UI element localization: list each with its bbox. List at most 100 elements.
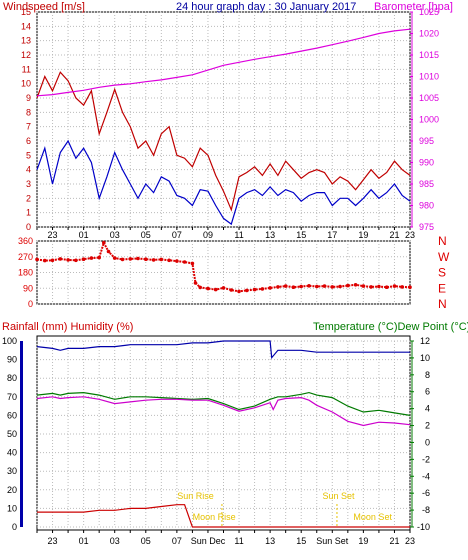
series-temperature — [36, 391, 411, 416]
x-tick-label: 03 — [110, 230, 120, 240]
x-tick-label: 23 — [48, 230, 58, 240]
y2-tick-label: -10 — [417, 522, 430, 532]
humidity-panel-grid — [36, 340, 411, 528]
y2-tick-label: 10 — [420, 353, 430, 363]
series-humidity — [36, 340, 410, 360]
series-gust — [36, 71, 411, 212]
wind-panel-series — [36, 28, 411, 226]
y2-tick-label: 4 — [425, 404, 430, 414]
y2-tick-label: 1005 — [419, 93, 439, 103]
annotation-label: Sun Rise — [177, 491, 214, 501]
y2-tick-label: 975 — [419, 222, 434, 232]
y2-tick-label: -4 — [422, 471, 430, 481]
y2-tick-label: -6 — [422, 488, 430, 498]
y-tick-label: 40 — [7, 448, 17, 458]
y-tick-label: 14 — [21, 21, 31, 31]
y-tick-label: 8 — [26, 107, 31, 117]
y-tick-label: 13 — [21, 36, 31, 46]
x-tick-label: 23 — [48, 536, 58, 546]
y2-tick-label: 12 — [420, 336, 430, 346]
x-tick-label: 05 — [141, 230, 151, 240]
x-tick-label: 21 — [389, 230, 399, 240]
x-tick-label: 13 — [265, 230, 275, 240]
rainfall-humidity-label: Rainfall (mm) Humidity (%) — [2, 321, 133, 333]
x-tick-label: 01 — [79, 536, 89, 546]
barometer-label: Barometer [hpa] — [374, 1, 453, 13]
y-tick-label: 7 — [26, 122, 31, 132]
annotation-label: Moon Set — [353, 512, 392, 522]
y-tick-label: 1 — [26, 208, 31, 218]
y-tick-label: 80 — [7, 373, 17, 383]
x-tick-label: 19 — [358, 536, 368, 546]
x-tick-label: 23 — [405, 536, 415, 546]
series-dew-point — [36, 396, 411, 427]
y-tick-label: 10 — [21, 79, 31, 89]
y-tick-label: 4 — [26, 165, 31, 175]
y-tick-label: 180 — [18, 268, 33, 278]
y2-tick-label: 2 — [425, 421, 430, 431]
y-tick-label: 60 — [7, 410, 17, 420]
y2-tick-label: 6 — [425, 387, 430, 397]
y-tick-label: 270 — [18, 252, 33, 262]
y-tick-label: 360 — [18, 236, 33, 246]
y2-tick-label: 980 — [419, 201, 434, 211]
y2-tick-label: 985 — [419, 179, 434, 189]
y2-tick-label: 990 — [419, 158, 434, 168]
y2-tick-label: 1025 — [419, 7, 439, 17]
direction-label: N — [438, 297, 447, 311]
y-tick-label: 90 — [7, 355, 17, 365]
direction-label: E — [438, 281, 446, 295]
y-tick-label: 0 — [26, 222, 31, 232]
humidity-panel-series — [36, 340, 411, 528]
humidity-axis-bar — [20, 341, 23, 527]
y2-tick-label: 8 — [425, 370, 430, 380]
x-tick-label: 13 — [265, 536, 275, 546]
y-tick-label: 0 — [12, 522, 17, 532]
y-tick-label: 3 — [26, 179, 31, 189]
series-barometer — [36, 28, 411, 97]
y2-tick-label: -2 — [422, 454, 430, 464]
y2-tick-label: 1010 — [419, 72, 439, 82]
y2-tick-label: 1015 — [419, 50, 439, 60]
direction-label: W — [438, 250, 450, 264]
y-tick-label: 6 — [26, 136, 31, 146]
series-rainfall — [37, 504, 410, 528]
x-tick-label: 19 — [358, 230, 368, 240]
windspeed-label: Windspeed [m/s] — [3, 1, 85, 13]
temperature-dewpoint-label: Temperature (°C)Dew Point (°C) — [313, 321, 468, 333]
series-average — [36, 139, 411, 226]
annotation-label: Moon Rise — [193, 512, 236, 522]
chart-title: 24 hour graph day : 30 January 2017 — [176, 1, 356, 13]
y-tick-label: 12 — [21, 50, 31, 60]
y-tick-label: 30 — [7, 466, 17, 476]
x-tick-label: 03 — [110, 536, 120, 546]
y-tick-label: 90 — [23, 283, 33, 293]
x-tick-label: 15 — [296, 536, 306, 546]
y-tick-label: 20 — [7, 485, 17, 495]
x-tick-label: 05 — [141, 536, 151, 546]
direction-label: S — [438, 266, 446, 280]
y-tick-label: 50 — [7, 429, 17, 439]
annotation-label: Sun Set — [322, 491, 355, 501]
y-tick-label: 15 — [21, 7, 31, 17]
x-tick-label: 11 — [234, 536, 243, 546]
sun-moon-annotations: Sun Rise Moon Rise Sun Set Moon Set — [177, 491, 392, 527]
y-tick-label: 2 — [26, 193, 31, 203]
y-tick-label: 70 — [7, 392, 17, 402]
y-tick-label: 0 — [28, 299, 33, 309]
x-tick-label: 01 — [79, 230, 89, 240]
y2-tick-label: 1000 — [419, 115, 439, 125]
y2-tick-label: 0 — [425, 437, 430, 447]
y2-tick-label: -8 — [422, 505, 430, 515]
x-tick-label: 09 — [203, 230, 213, 240]
x-tick-label: 07 — [172, 536, 182, 546]
x-tick-label: 11 — [234, 230, 243, 240]
y-tick-label: 100 — [2, 336, 17, 346]
x-tick-label: Sun Set — [316, 536, 349, 546]
